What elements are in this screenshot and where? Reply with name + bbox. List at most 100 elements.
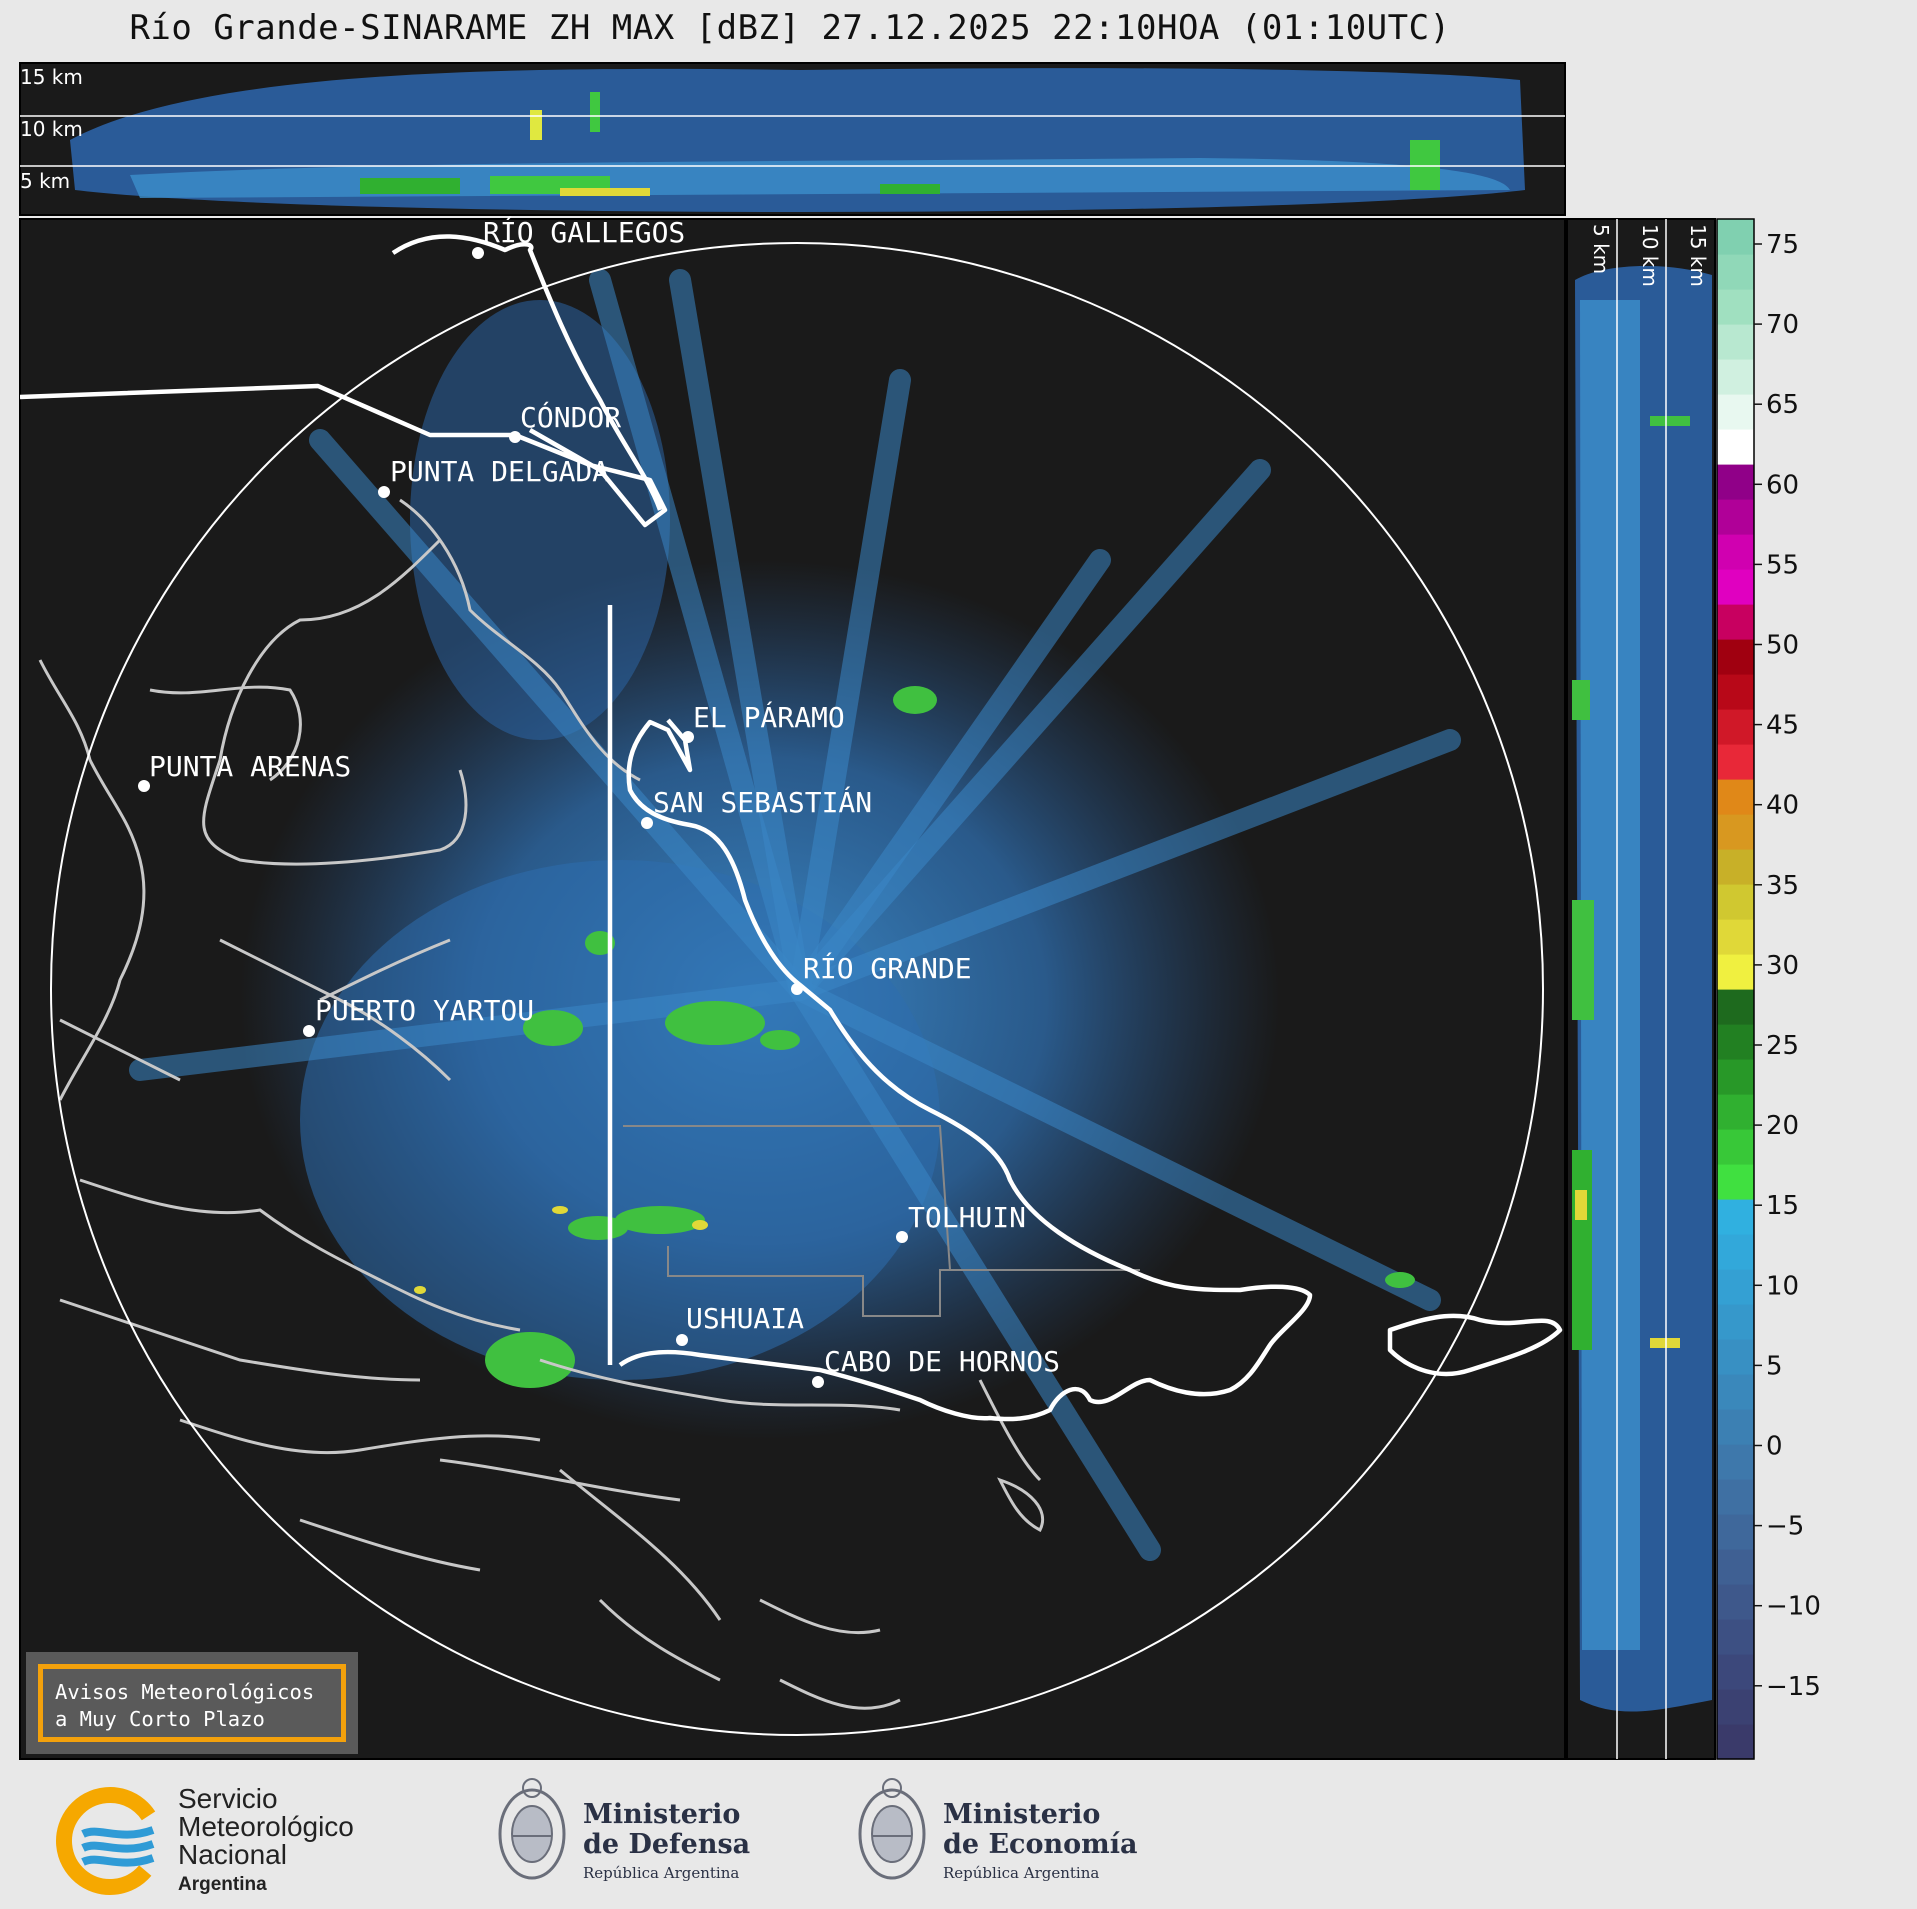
city-label: RÍO GALLEGOS xyxy=(483,215,685,249)
colorbar-band xyxy=(1717,1304,1754,1340)
city-labels: RÍO GALLEGOS CÓNDOR PUNTA DELGADA EL PÁR… xyxy=(149,215,1060,1378)
radar-map-panel: RÍO GALLEGOS CÓNDOR PUNTA DELGADA EL PÁR… xyxy=(19,215,1566,1760)
colorbar-band xyxy=(1717,709,1754,745)
colorbar-tick-label: 60 xyxy=(1766,470,1799,500)
colorbar-band xyxy=(1717,1549,1754,1585)
colorbar-bands xyxy=(1717,219,1754,1760)
colorbar-tick-label: 45 xyxy=(1766,711,1799,741)
colorbar-band xyxy=(1717,1374,1754,1410)
city-label: PUNTA DELGADA xyxy=(390,455,609,488)
colorbar-tick-label: 25 xyxy=(1766,1031,1799,1061)
colorbar-band xyxy=(1717,1059,1754,1095)
city-marker xyxy=(791,983,803,995)
side-cross-section-panel: 5 km 10 km 15 km xyxy=(1566,218,1716,1760)
colorbar-band xyxy=(1717,1689,1754,1725)
defensa-line2: de Defensa xyxy=(583,1829,751,1860)
colorbar-band xyxy=(1717,919,1754,955)
colorbar-band xyxy=(1717,849,1754,885)
smn-line2: Meteorológico xyxy=(178,1811,354,1842)
warnings-badge-frame: Avisos Meteorológicos a Muy Corto Plazo xyxy=(38,1664,346,1742)
colorbar-band xyxy=(1717,429,1754,465)
colorbar-band xyxy=(1717,1164,1754,1200)
badge-line2: a Muy Corto Plazo xyxy=(55,1707,265,1731)
colorbar-band xyxy=(1717,1724,1754,1760)
colorbar-band xyxy=(1717,289,1754,325)
colorbar-band xyxy=(1717,254,1754,290)
colorbar-band xyxy=(1717,1234,1754,1270)
side-cross-section-echoes xyxy=(1572,265,1712,1712)
city-label: PUERTO YARTOU xyxy=(315,994,534,1027)
map-title: Río Grande-SINARAME ZH MAX [dBZ] 27.12.2… xyxy=(129,8,1451,48)
colorbar-band xyxy=(1717,1444,1754,1480)
city-marker xyxy=(138,780,150,792)
colorbar-band xyxy=(1717,779,1754,815)
colorbar-band xyxy=(1717,359,1754,395)
colorbar-band xyxy=(1717,884,1754,920)
top-alt-label: 15 km xyxy=(20,65,83,89)
colorbar-tick-label: −15 xyxy=(1766,1672,1821,1702)
city-marker xyxy=(641,817,653,829)
colorbar-band xyxy=(1717,744,1754,780)
colorbar-tick-label: 20 xyxy=(1766,1111,1799,1141)
city-marker xyxy=(812,1376,824,1388)
side-alt-label: 5 km xyxy=(1589,224,1613,274)
top-cross-section-panel: 15 km 10 km 5 km xyxy=(19,62,1566,216)
defensa-logo: Ministerio de Defensa República Argentin… xyxy=(495,1770,755,1900)
coastlines xyxy=(38,498,1045,1710)
city-label: RÍO GRANDE xyxy=(803,951,972,985)
colorbar-band xyxy=(1717,954,1754,990)
top-alt-label: 5 km xyxy=(20,169,70,193)
colorbar-tick-label: 35 xyxy=(1766,871,1799,901)
economia-logo: Ministerio de Economía República Argenti… xyxy=(855,1770,1137,1900)
colorbar-band xyxy=(1717,1409,1754,1445)
colorbar-band xyxy=(1717,604,1754,640)
colorbar-band xyxy=(1717,1514,1754,1550)
colorbar-band xyxy=(1717,1094,1754,1130)
city-marker xyxy=(509,431,521,443)
colorbar-tick-label: 10 xyxy=(1766,1271,1799,1301)
top-alt-label: 10 km xyxy=(20,117,83,141)
colorbar-tick-label: 30 xyxy=(1766,951,1799,981)
top-cross-section-echoes xyxy=(70,68,1525,212)
smn-emblem-icon xyxy=(56,1787,164,1895)
smn-line4: Argentina xyxy=(178,1874,267,1895)
colorbar-tick-label: 0 xyxy=(1766,1432,1783,1462)
colorbar-tick-label: −10 xyxy=(1766,1592,1821,1622)
colorbar-band xyxy=(1717,989,1754,1025)
colorbar-band xyxy=(1717,674,1754,710)
warnings-badge: Avisos Meteorológicos a Muy Corto Plazo xyxy=(26,1652,358,1754)
city-marker xyxy=(676,1334,688,1346)
colorbar-tick-label: 50 xyxy=(1766,631,1799,661)
colorbar-frame xyxy=(1716,218,1755,1760)
colorbar-band xyxy=(1717,569,1754,605)
badge-line1: Avisos Meteorológicos xyxy=(55,1680,315,1704)
colorbar-tick-label: 40 xyxy=(1766,791,1799,821)
side-alt-label: 10 km xyxy=(1638,224,1662,287)
colorbar-band xyxy=(1717,1199,1754,1235)
colorbar-band xyxy=(1717,464,1754,500)
coat-of-arms-icon xyxy=(858,1778,926,1880)
colorbar-tick-label: 75 xyxy=(1766,230,1799,260)
city-marker xyxy=(896,1231,908,1243)
colorbar-tick-label: 5 xyxy=(1766,1351,1783,1381)
colorbar-tick-label: 55 xyxy=(1766,550,1799,580)
colorbar-band xyxy=(1717,1129,1754,1165)
city-label: PUNTA ARENAS xyxy=(149,750,351,783)
city-label: EL PÁRAMO xyxy=(693,700,845,734)
colorbar-band xyxy=(1717,1584,1754,1620)
city-marker xyxy=(472,247,484,259)
coat-of-arms-icon xyxy=(498,1778,566,1880)
city-marker xyxy=(682,731,694,743)
city-marker xyxy=(378,486,390,498)
argentina-coastline xyxy=(20,234,1563,1422)
colorbar-band xyxy=(1717,1654,1754,1690)
smn-line1: Servicio xyxy=(178,1783,278,1814)
city-label: CABO DE HORNOS xyxy=(824,1345,1060,1378)
city-label: SAN SEBASTIÁN xyxy=(653,785,872,819)
radar-range-ring xyxy=(50,242,1544,1736)
city-marker xyxy=(303,1025,315,1037)
city-label: USHUAIA xyxy=(686,1302,804,1335)
